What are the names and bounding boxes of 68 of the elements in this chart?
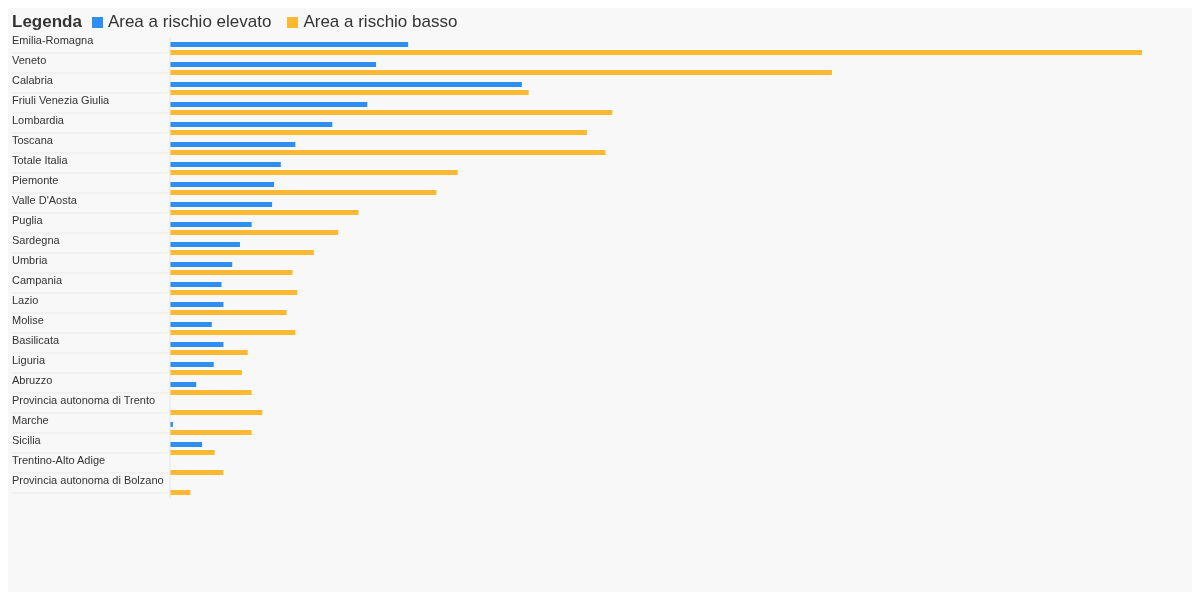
y-tick-label: Lazio [12, 294, 39, 306]
bar [170, 130, 587, 135]
bar [170, 470, 224, 475]
bar [170, 202, 273, 207]
bar [170, 490, 191, 495]
bar [170, 110, 613, 115]
bar [170, 50, 1142, 55]
bar [170, 150, 606, 155]
y-tick-label: Toscana [12, 134, 54, 146]
y-tick-label: Totale Italia [12, 154, 69, 166]
y-tick-label: Sicilia [12, 434, 42, 446]
bar [170, 342, 224, 347]
bar [170, 190, 437, 195]
bar [170, 62, 377, 67]
bar [170, 182, 274, 187]
y-tick-label: Puglia [12, 214, 44, 226]
bar [170, 442, 203, 447]
y-tick-label: Piemonte [12, 174, 59, 186]
bar [170, 350, 248, 355]
y-tick-label: Lombardia [12, 114, 65, 126]
y-tick-label: Umbria [12, 254, 49, 266]
bar [170, 90, 529, 95]
bar [170, 282, 222, 287]
bar [170, 330, 296, 335]
y-tick-label: Abruzzo [12, 374, 53, 386]
bar [170, 302, 224, 307]
bar [170, 290, 298, 295]
bar [170, 82, 522, 87]
bar [170, 70, 832, 75]
bar [170, 122, 333, 127]
bar [170, 370, 242, 375]
y-tick-label: Provincia autonoma di Trento [12, 394, 156, 406]
y-tick-label: Provincia autonoma di Bolzano [12, 474, 164, 486]
bar [170, 322, 212, 327]
bar [170, 242, 240, 247]
bar [170, 42, 409, 47]
bar [170, 210, 359, 215]
bar [170, 410, 263, 415]
y-tick-label: Basilicata [12, 334, 60, 346]
y-tick-label: Trentino-Alto Adige [12, 454, 106, 466]
bar [170, 170, 458, 175]
y-tick-label: Liguria [12, 354, 46, 366]
bar [170, 102, 368, 107]
bar [170, 222, 252, 227]
bar [170, 362, 214, 367]
y-tick-label: Friuli Venezia Giulia [12, 94, 111, 106]
y-tick-label: Marche [12, 414, 49, 426]
bar [170, 250, 314, 255]
legend-label: Area a rischio basso [302, 12, 458, 32]
bar [170, 310, 287, 315]
bar [170, 142, 296, 147]
y-tick-label: Calabria [12, 74, 54, 86]
legend-title: Legenda [12, 12, 82, 32]
y-tick-label: Campania [12, 274, 64, 286]
y-tick-label: Valle D'Aosta [12, 194, 78, 206]
y-tick-label: Emilia-Romagna [12, 34, 95, 46]
bar [170, 162, 281, 167]
y-tick-label: Sardegna [12, 234, 61, 246]
bar [170, 262, 233, 267]
bar [170, 390, 252, 395]
bar [170, 230, 339, 235]
bar [170, 382, 197, 387]
y-tick-label: Veneto [12, 54, 47, 66]
bar [170, 270, 293, 275]
bar [170, 430, 252, 435]
y-tick-label: Molise [12, 314, 44, 326]
bar [170, 450, 215, 455]
legend-label: Area a rischio elevato [106, 12, 272, 32]
